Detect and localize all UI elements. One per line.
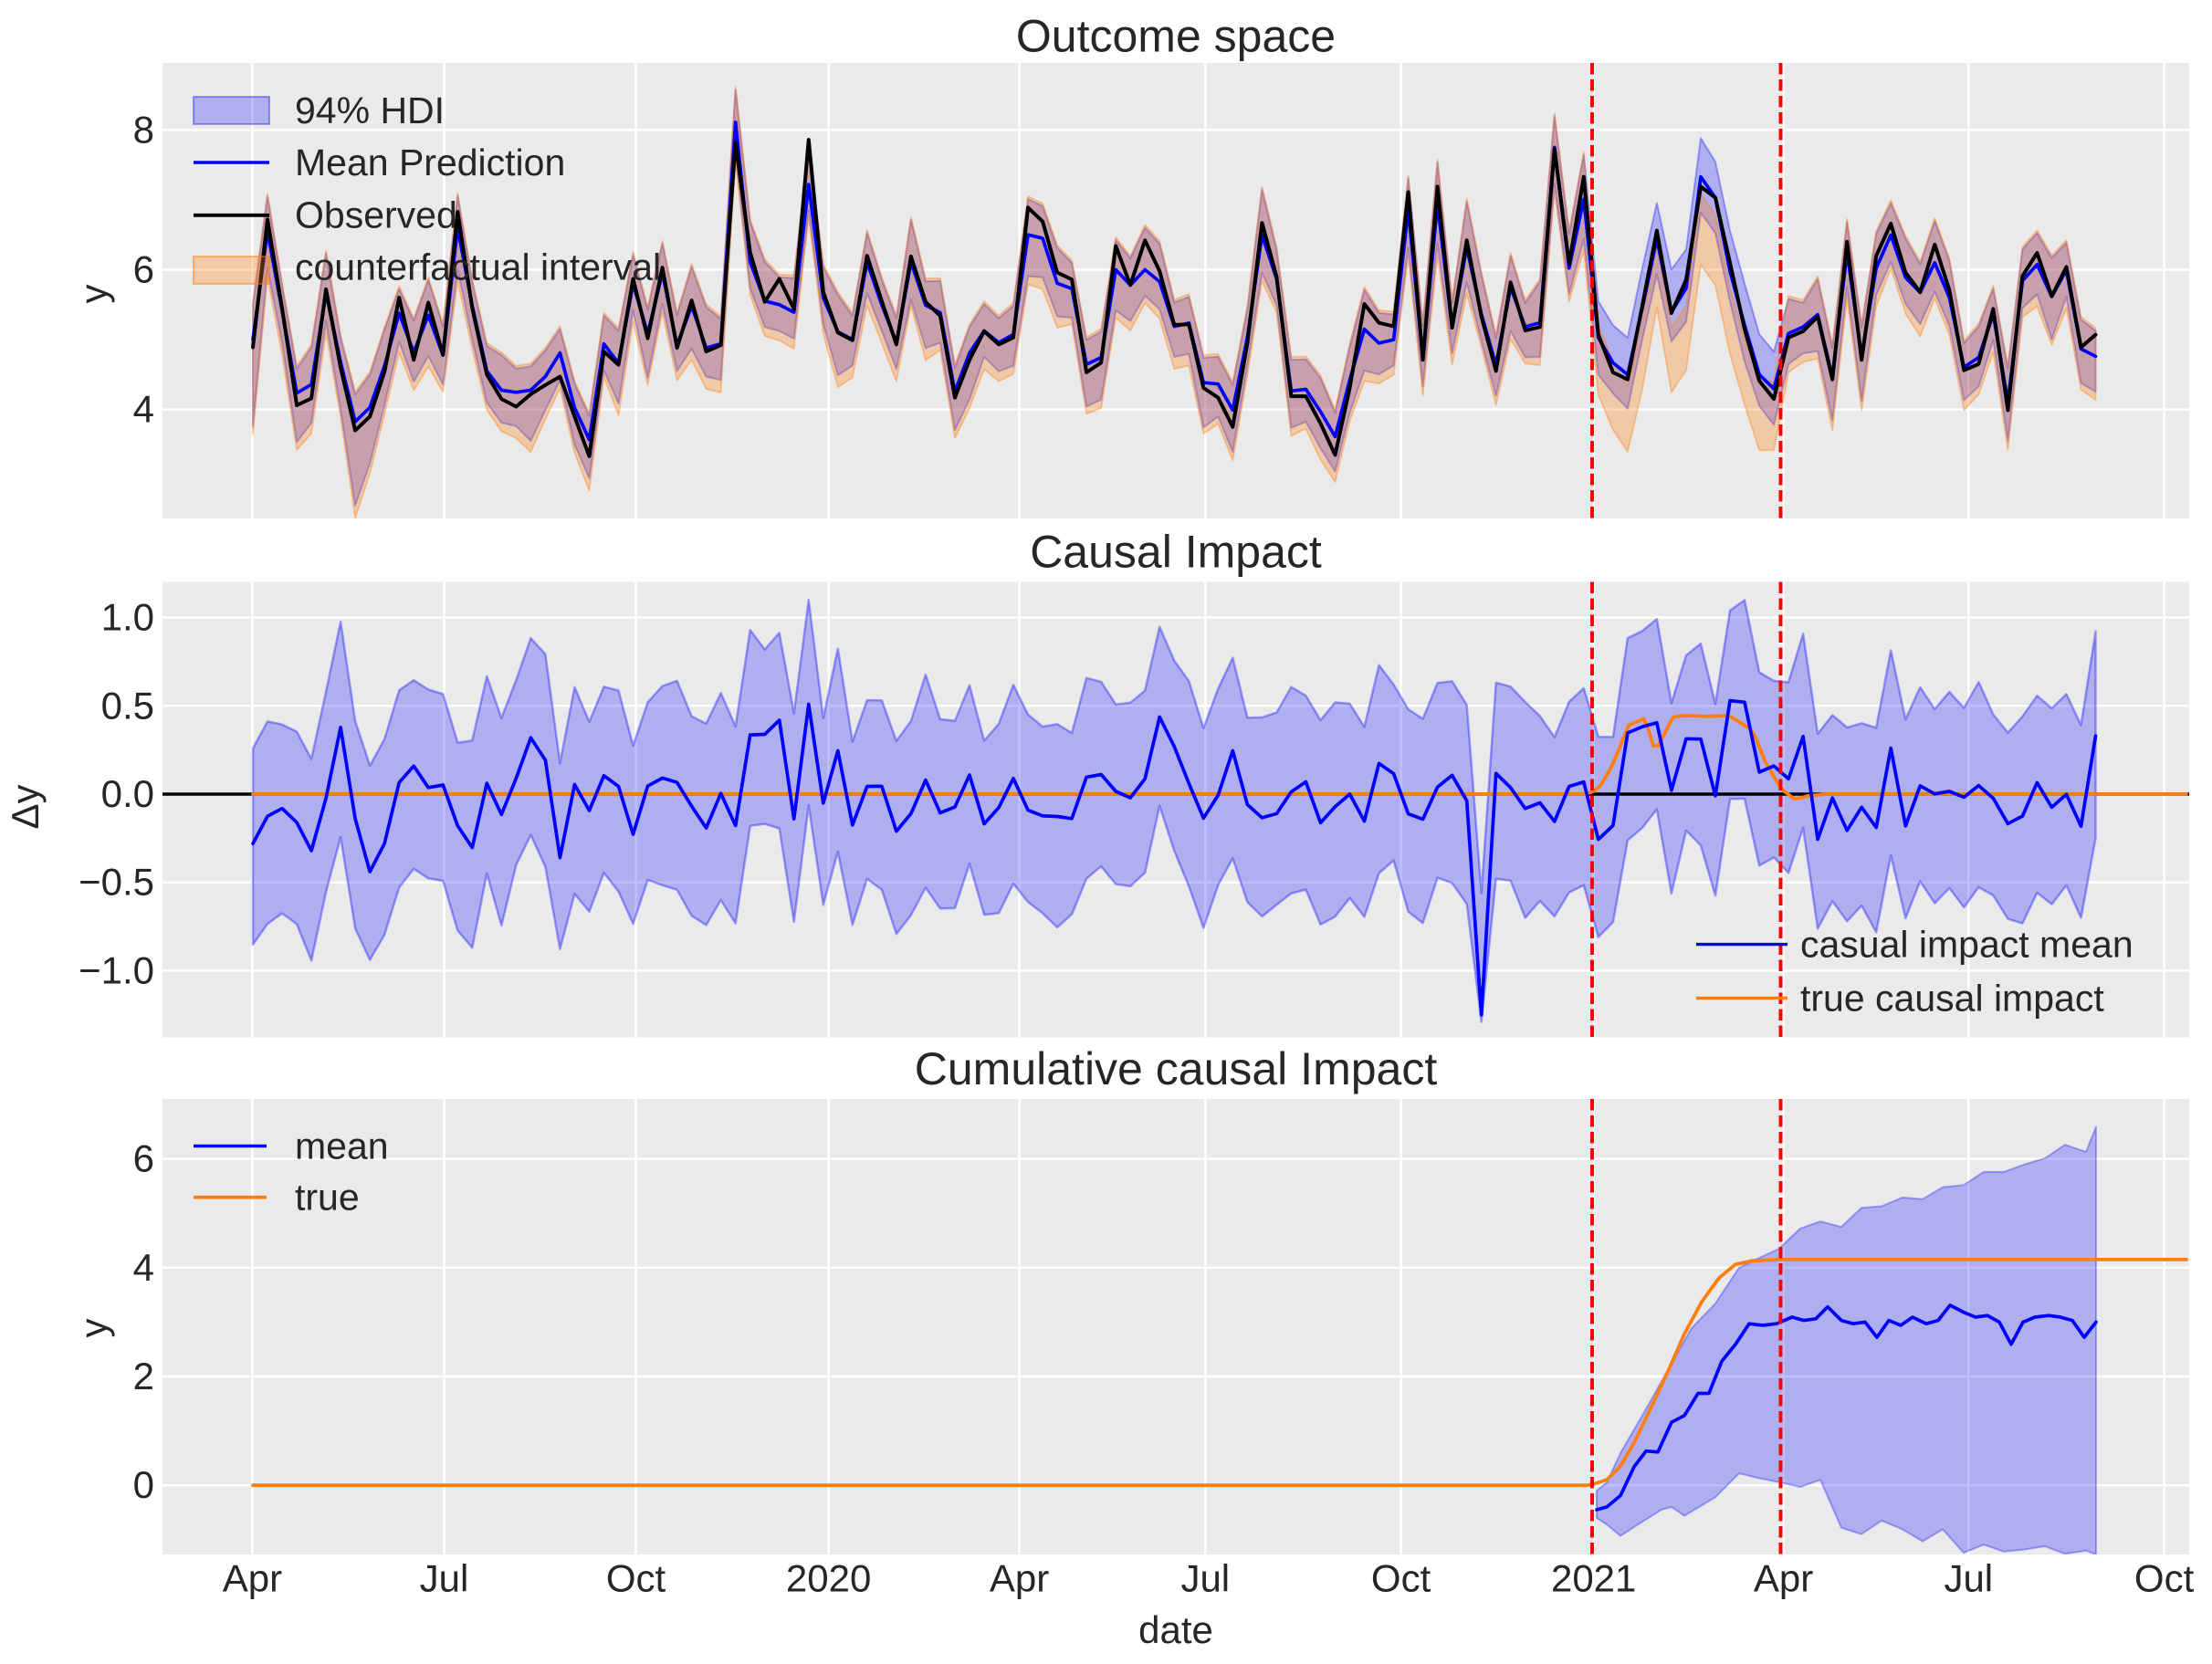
svg-text:y: y	[72, 285, 115, 304]
svg-text:Oct: Oct	[2134, 1556, 2195, 1599]
svg-text:Observed: Observed	[295, 194, 457, 235]
svg-text:Cumulative causal Impact: Cumulative causal Impact	[915, 1043, 1438, 1094]
svg-text:Oct: Oct	[606, 1556, 666, 1599]
svg-text:0: 0	[133, 1463, 154, 1506]
svg-text:4: 4	[133, 1246, 154, 1289]
svg-text:−0.5: −0.5	[79, 861, 154, 904]
svg-text:0.0: 0.0	[101, 772, 154, 815]
svg-text:4: 4	[133, 388, 154, 431]
svg-text:counterfactual interval: counterfactual interval	[295, 246, 661, 288]
svg-text:Jul: Jul	[1944, 1556, 1993, 1599]
svg-text:Mean Prediction: Mean Prediction	[295, 141, 565, 183]
svg-text:94% HDI: 94% HDI	[295, 89, 445, 131]
svg-text:true: true	[295, 1177, 360, 1219]
svg-text:date: date	[1138, 1608, 1213, 1651]
svg-text:2021: 2021	[1551, 1556, 1636, 1599]
svg-text:6: 6	[133, 248, 154, 291]
svg-text:casual impact mean: casual impact mean	[1800, 924, 2133, 966]
svg-text:−1.0: −1.0	[79, 948, 154, 991]
svg-text:y: y	[72, 1319, 115, 1338]
svg-text:Jul: Jul	[1180, 1556, 1230, 1599]
svg-text:2: 2	[133, 1355, 154, 1397]
svg-text:Outcome space: Outcome space	[1016, 11, 1336, 62]
svg-text:2020: 2020	[786, 1556, 871, 1599]
svg-text:1.0: 1.0	[101, 596, 154, 639]
svg-text:Oct: Oct	[1371, 1556, 1431, 1599]
svg-text:Apr: Apr	[1754, 1556, 1813, 1599]
svg-text:0.5: 0.5	[101, 684, 154, 727]
svg-text:Jul: Jul	[420, 1556, 469, 1599]
svg-text:8: 8	[133, 108, 154, 151]
svg-text:Apr: Apr	[990, 1556, 1049, 1599]
svg-text:Apr: Apr	[223, 1556, 282, 1599]
svg-text:6: 6	[133, 1137, 154, 1180]
svg-text:true causal impact: true causal impact	[1800, 978, 2104, 1020]
svg-text:Δy: Δy	[4, 784, 47, 829]
svg-text:mean: mean	[295, 1125, 389, 1167]
svg-text:Causal Impact: Causal Impact	[1030, 527, 1322, 578]
